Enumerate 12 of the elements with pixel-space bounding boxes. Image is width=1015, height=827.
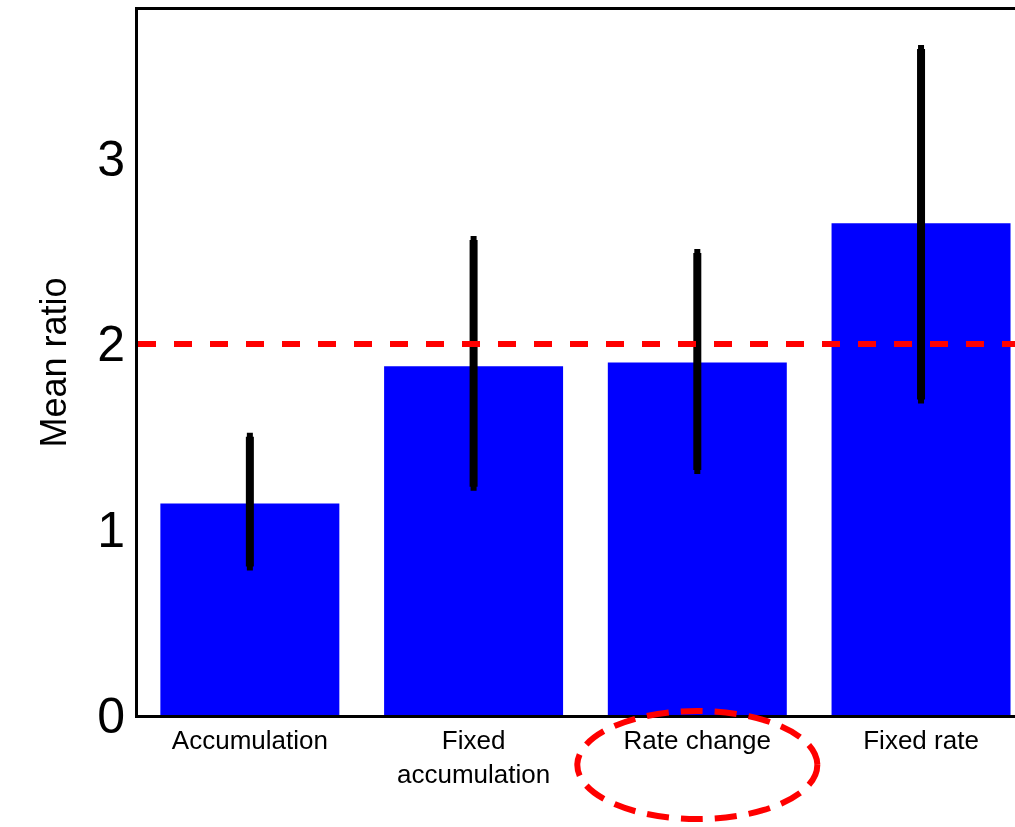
x-tick-label: Rate change [623,725,772,756]
x-tick-label: Fixed rate [863,725,979,756]
y-tick-label: 3 [97,130,125,187]
bar [160,503,340,715]
y-tick-label: 0 [97,687,125,744]
bar [384,366,564,715]
x-tick-label: Accumulation [171,725,328,756]
bar [831,223,1011,715]
x-tick-label: Fixed accumulation [396,725,551,789]
y-tick-label: 1 [97,501,125,558]
y-tick-label: 2 [97,316,125,373]
y-axis-title: Mean ratio [33,277,75,448]
